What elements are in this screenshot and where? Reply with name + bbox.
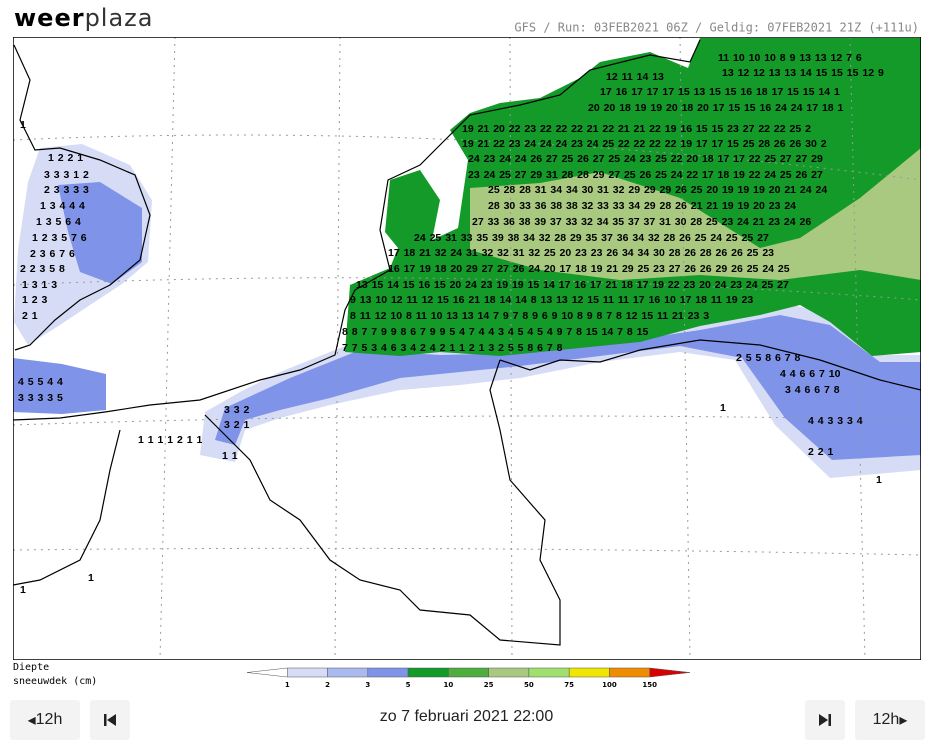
map-value-label: 3 3 2 <box>224 404 250 416</box>
map-value-label: 1 3 4 4 4 <box>40 200 85 212</box>
map-value-label: 2 3 3 3 3 <box>44 184 89 196</box>
legend-label: 5 <box>406 681 411 689</box>
legend-swatch <box>327 667 369 678</box>
map-value-label: 1 2 2 1 <box>48 152 83 164</box>
map-value-label: 2 3 6 7 6 <box>30 248 75 260</box>
map-value-label: 7 7 5 3 4 6 3 4 2 4 2 1 1 2 1 3 2 5 5 8 … <box>342 342 563 354</box>
legend-swatch <box>407 667 449 678</box>
map-value-label: 8 8 7 7 9 9 8 6 7 9 9 5 4 7 4 4 3 4 5 4 … <box>342 326 648 338</box>
map-labels: 12 11 14 13 11 10 10 10 8 9 13 13 12 7 6 1… <box>18 52 884 596</box>
map-value-label: 2 1 <box>22 310 38 322</box>
map-value-label: 12 11 14 13 <box>606 71 664 83</box>
map-value-label: 3 3 3 1 2 <box>44 169 89 181</box>
first-button[interactable] <box>90 700 130 740</box>
map-value-label: 1 <box>88 572 94 584</box>
skip-icon <box>104 714 116 726</box>
legend-swatch <box>448 667 489 678</box>
legend-swatch <box>246 667 288 678</box>
map-value-label: 3 4 6 6 7 8 <box>785 384 840 396</box>
legend-swatch <box>367 667 409 678</box>
next-label: 12h <box>872 711 900 728</box>
legend-title: Diepte <box>13 662 49 673</box>
map-view: weerplaza GFS / Run: 03FEB2021 06Z / Gel… <box>13 4 921 689</box>
map-value-label: 24 25 31 33 35 39 38 34 32 28 29 35 37 3… <box>414 232 769 244</box>
legend-swatch <box>568 667 610 678</box>
legend-label: 2 <box>325 681 330 689</box>
map-value-label: 8 11 12 10 8 11 10 13 13 14 7 9 7 8 9 6 … <box>350 310 709 322</box>
map-value-label: 17 18 21 32 24 31 32 32 31 32 25 20 23 2… <box>388 247 774 259</box>
map-value-label: 17 16 17 17 17 15 13 15 15 16 18 17 15 1… <box>600 86 840 98</box>
map-value-label: 19 21 22 23 24 24 24 23 24 25 22 22 22 2… <box>462 138 827 150</box>
map-value-label: 1 3 1 3 <box>22 279 57 291</box>
prev-label: 12h <box>35 711 63 728</box>
map-value-label: 13 12 12 13 13 14 15 15 15 12 9 <box>722 67 884 79</box>
map-value-label: 1 1 <box>222 450 238 462</box>
map-value-label: 3 3 3 3 5 <box>18 392 63 404</box>
map-value-label: 4 4 6 6 7 10 <box>780 368 841 380</box>
map-value-label: 1 <box>20 584 26 596</box>
map-value-label: 9 13 10 12 11 12 15 16 21 18 14 14 8 13 … <box>350 294 753 306</box>
map-value-label: 4 4 3 3 3 4 <box>808 415 863 427</box>
map-value-label: 16 17 19 18 20 29 27 27 26 24 20 17 18 1… <box>388 263 790 275</box>
legend-label: 50 <box>524 681 534 689</box>
logo-bold: weer <box>14 4 85 32</box>
legend-label: 75 <box>564 681 574 689</box>
legend: 1 2 3 5 10 25 50 75 100 150 <box>246 667 691 689</box>
map-value-label: 25 28 28 31 34 34 30 31 32 29 29 29 26 2… <box>488 184 827 196</box>
map-value-label: 1 <box>876 474 882 486</box>
map-value-label: 13 15 14 15 16 15 20 24 23 19 19 15 14 1… <box>356 279 789 291</box>
prev-button[interactable]: ◂ 12h <box>10 700 80 740</box>
logo: weerplaza <box>14 4 153 32</box>
map-value-label: 3 2 1 <box>224 419 250 431</box>
map-value-label: 2 2 3 5 8 <box>20 263 65 275</box>
legend-swatch <box>287 667 328 678</box>
legend-swatch <box>528 667 570 678</box>
map-value-label: 23 24 25 27 29 31 28 28 29 27 25 26 25 2… <box>468 169 823 181</box>
map-value-label: 1 3 5 6 4 <box>36 216 81 228</box>
map-value-label: 28 30 33 36 38 38 32 33 33 34 29 28 26 2… <box>488 200 796 212</box>
map-value-label: 1 <box>20 119 26 131</box>
run-info: GFS / Run: 03FEB2021 06Z / Geldig: 07FEB… <box>514 21 919 35</box>
map-value-label: 27 33 36 38 39 37 33 32 34 35 37 37 31 3… <box>472 216 811 228</box>
legend-swatch <box>488 667 530 678</box>
map-value-label: 2 5 5 8 6 7 8 <box>736 352 801 364</box>
map-value-label: 20 20 18 19 19 20 18 20 17 15 15 16 24 2… <box>588 102 844 114</box>
legend-label: 150 <box>642 681 657 689</box>
last-button[interactable] <box>805 700 845 740</box>
legend-title: sneeuwdek (cm) <box>13 676 97 687</box>
map: 12 11 14 13 11 10 10 10 8 9 13 13 12 7 6 1… <box>13 37 921 660</box>
map-value-label: 1 <box>720 402 726 414</box>
legend-label: 25 <box>484 681 494 689</box>
logo-light: plaza <box>85 4 154 32</box>
legend-swatch <box>649 667 691 678</box>
legend-label: 10 <box>443 681 453 689</box>
legend-swatch <box>609 667 650 678</box>
map-value-label: 1 2 3 5 7 6 <box>32 232 87 244</box>
datetime: zo 7 februari 2021 22:00 <box>379 708 554 725</box>
map-value-label: 19 21 20 22 23 22 22 22 21 22 21 21 22 1… <box>462 123 811 135</box>
map-value-label: 11 10 10 10 8 9 13 13 12 7 6 <box>718 52 862 64</box>
map-value-label: 24 23 24 24 26 27 25 26 27 25 24 23 25 2… <box>468 153 823 165</box>
legend-label: 1 <box>285 681 290 689</box>
map-value-label: 4 5 5 4 4 <box>18 376 63 388</box>
map-value-label: 2 2 1 <box>808 446 834 458</box>
map-value-label: 1 2 3 <box>22 294 48 306</box>
skip-icon <box>819 714 831 726</box>
map-value-label: 1 1 1 1 2 1 1 <box>138 434 203 446</box>
legend-label: 3 <box>365 681 370 689</box>
next-button[interactable]: 12h ▸ <box>855 700 925 740</box>
legend-label: 100 <box>602 681 617 689</box>
